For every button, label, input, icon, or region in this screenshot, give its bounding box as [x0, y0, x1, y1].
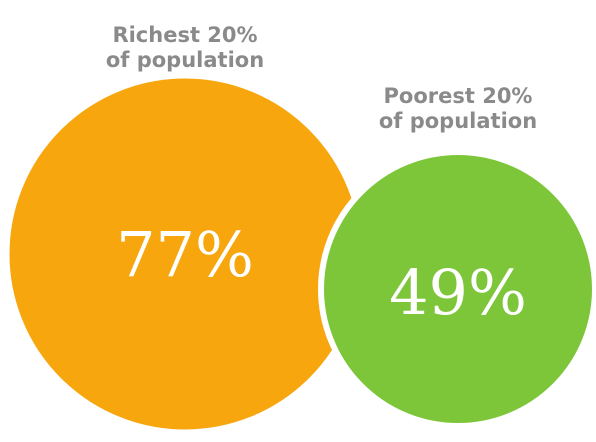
- label-richest-line1: Richest 20%: [112, 23, 257, 47]
- value-label-richest: 77%: [116, 218, 254, 291]
- label-richest-line2: of population: [106, 48, 264, 72]
- label-poorest-line1: Poorest 20%: [384, 84, 533, 108]
- bubble-poorest: [318, 149, 596, 429]
- value-label-poorest: 49%: [389, 256, 527, 329]
- label-poorest-line2: of population: [379, 109, 537, 133]
